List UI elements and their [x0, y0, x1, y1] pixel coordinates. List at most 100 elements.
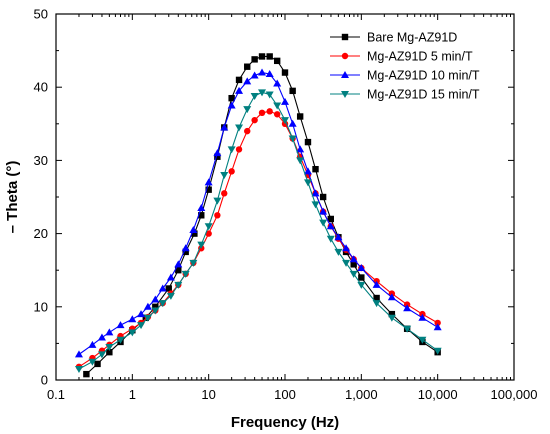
data-point — [106, 348, 113, 356]
data-point — [243, 106, 252, 114]
y-tick-label: 10 — [34, 299, 48, 314]
data-point — [373, 294, 380, 302]
data-point — [189, 259, 198, 267]
data-point — [166, 292, 175, 300]
data-point — [182, 248, 189, 256]
data-point — [143, 302, 152, 310]
data-point — [204, 178, 213, 186]
data-point — [266, 53, 273, 60]
legend-marker — [341, 52, 349, 60]
data-point — [273, 111, 281, 118]
data-point — [281, 117, 289, 125]
data-point — [372, 300, 381, 308]
data-point — [434, 319, 441, 327]
data-point — [403, 304, 412, 312]
data-point — [227, 101, 236, 109]
data-point — [205, 186, 212, 193]
y-tick-label: 20 — [34, 226, 48, 241]
data-point — [265, 91, 274, 99]
data-point — [258, 53, 266, 60]
data-point — [251, 56, 258, 63]
x-tick-label: 100 — [274, 387, 296, 402]
data-point — [137, 322, 146, 330]
data-point — [372, 280, 381, 288]
y-tick-label: 40 — [34, 80, 48, 95]
data-point — [303, 167, 312, 175]
y-tick-label: 0 — [41, 373, 48, 388]
data-point — [165, 285, 172, 292]
data-point — [83, 370, 90, 378]
series-line — [78, 71, 438, 355]
legend-label: Mg-AZ91D 10 min/T — [367, 69, 480, 83]
data-point — [387, 293, 396, 301]
data-point — [349, 270, 358, 278]
data-point — [227, 146, 236, 154]
data-point — [214, 153, 221, 160]
data-point — [74, 366, 83, 374]
data-point — [228, 168, 235, 175]
data-point — [433, 323, 442, 331]
data-point — [197, 241, 206, 249]
data-point — [235, 146, 243, 153]
data-point — [243, 77, 252, 85]
data-point — [319, 219, 328, 227]
data-point — [319, 207, 328, 215]
legend-label: Mg-AZ91D 5 min/T — [367, 50, 473, 64]
data-point — [273, 57, 281, 65]
data-point — [244, 63, 251, 70]
data-point — [250, 92, 259, 100]
data-point — [191, 230, 198, 237]
data-point — [74, 350, 83, 358]
data-point — [128, 329, 137, 337]
data-point — [174, 260, 183, 268]
data-point — [228, 94, 235, 102]
data-point — [358, 274, 365, 281]
data-point — [204, 223, 213, 231]
x-tick-label: 1,000 — [345, 387, 378, 402]
data-point — [94, 360, 101, 368]
data-point — [197, 203, 206, 211]
data-point — [418, 313, 427, 321]
data-point — [181, 244, 190, 252]
data-point — [158, 300, 167, 308]
legend-label: Mg-AZ91D 15 min/T — [367, 88, 480, 102]
legend-item: Mg-AZ91D 15 min/T — [330, 88, 480, 102]
legend: Bare Mg-AZ91D Mg-AZ91D 5 min/T Mg-AZ91D … — [330, 31, 480, 102]
data-point — [97, 351, 106, 359]
legend-item: Mg-AZ91D 10 min/T — [330, 69, 480, 83]
data-point — [151, 307, 160, 315]
data-point — [235, 76, 243, 84]
data-point — [174, 281, 183, 289]
legend-marker — [341, 33, 349, 41]
data-point — [88, 340, 97, 348]
data-point — [273, 102, 282, 110]
y-tick-label: 50 — [34, 7, 48, 22]
data-point — [357, 264, 366, 272]
data-point — [158, 284, 167, 292]
data-point — [181, 270, 190, 278]
data-point — [258, 109, 266, 117]
data-point — [213, 149, 222, 157]
data-point — [296, 157, 305, 165]
data-point — [128, 315, 137, 323]
data-point — [311, 201, 320, 209]
data-point — [418, 336, 427, 344]
data-point — [273, 79, 282, 87]
data-point — [175, 267, 182, 274]
series-layer — [74, 53, 442, 378]
data-point — [281, 69, 289, 76]
data-point — [220, 123, 229, 131]
data-point — [288, 119, 297, 127]
series-group — [74, 89, 442, 374]
data-point — [235, 124, 244, 132]
data-point — [152, 303, 159, 310]
data-point — [296, 113, 304, 120]
data-point — [281, 97, 289, 105]
data-point — [251, 116, 258, 124]
data-point — [334, 233, 343, 241]
x-tick-label: 0.1 — [47, 387, 65, 402]
data-point — [387, 314, 396, 322]
x-tick-label: 100,000 — [491, 387, 538, 402]
legend-label: Bare Mg-AZ91D — [367, 31, 457, 45]
